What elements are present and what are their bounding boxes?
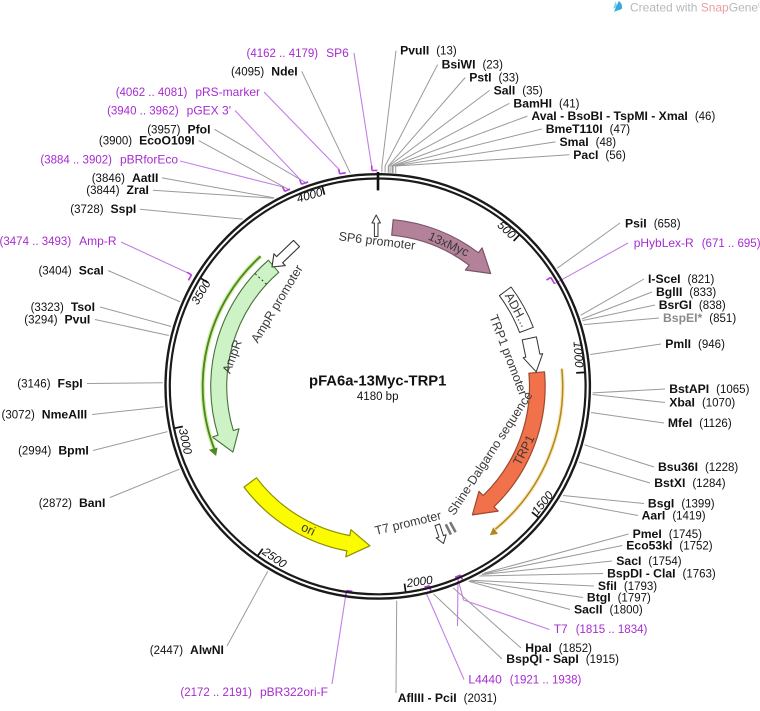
svg-text:AvaI - BsoBI - TspMI - XmaI(46: AvaI - BsoBI - TspMI - XmaI (46) [531, 109, 715, 123]
svg-text:SacI(1754): SacI (1754) [616, 554, 681, 568]
svg-text:(3940 .. 3962)pGEX 3': (3940 .. 3962) pGEX 3' [107, 104, 231, 118]
svg-text:BspQI - SapI(1915): BspQI - SapI (1915) [506, 652, 619, 666]
svg-text:T7(1815 .. 1834): T7 (1815 .. 1834) [554, 622, 648, 636]
svg-text:BspDI - ClaI(1763): BspDI - ClaI (1763) [607, 567, 716, 581]
svg-text:HpaI(1852): HpaI (1852) [525, 641, 592, 655]
svg-text:(3294)PvuI: (3294) PvuI [24, 313, 90, 327]
svg-text:PsiI(658): PsiI (658) [625, 217, 681, 231]
svg-text:AflIII - PciI(2031): AflIII - PciI (2031) [398, 691, 497, 705]
svg-text:(3884 .. 3902)pBRforEco: (3884 .. 3902) pBRforEco [40, 153, 178, 167]
svg-text:4180 bp: 4180 bp [357, 391, 399, 403]
svg-text:BsiWI(23): BsiWI (23) [442, 58, 503, 72]
svg-text:(3146)FspI: (3146) FspI [17, 377, 82, 391]
svg-text:BspEI*(851): BspEI* (851) [663, 311, 736, 325]
svg-text:(3844)ZraI: (3844) ZraI [86, 183, 149, 197]
svg-text:(3072)NmeAIII: (3072) NmeAIII [2, 408, 88, 422]
svg-text:XbaI(1070): XbaI (1070) [669, 396, 735, 410]
svg-text:AarI(1419): AarI (1419) [642, 509, 706, 523]
svg-text:PvuII(13): PvuII (13) [400, 44, 457, 58]
svg-text:(3404)ScaI: (3404) ScaI [38, 264, 103, 278]
svg-text:(3957)PfoI: (3957) PfoI [147, 122, 210, 136]
svg-text:BamHI(41): BamHI (41) [513, 96, 579, 110]
svg-text:SmaI(48): SmaI (48) [560, 135, 617, 149]
svg-text:3000: 3000 [176, 427, 195, 456]
svg-text:(3323)TsoI: (3323) TsoI [31, 300, 95, 314]
svg-text:BtgI(1797): BtgI (1797) [587, 591, 651, 605]
svg-text:(4162 .. 4179)SP6: (4162 .. 4179) SP6 [247, 46, 350, 60]
svg-text:Eco53kI(1752): Eco53kI (1752) [626, 539, 712, 553]
svg-text:BsgI(1399): BsgI (1399) [648, 497, 715, 511]
svg-text:SfiI(1793): SfiI (1793) [598, 579, 657, 593]
svg-text:ori: ori [299, 520, 318, 539]
svg-text:BmeT110I(47): BmeT110I (47) [546, 122, 631, 136]
svg-text:(3900)EcoO109I: (3900) EcoO109I [99, 134, 195, 148]
svg-text:1000: 1000 [570, 341, 586, 369]
svg-text:2000: 2000 [405, 573, 434, 591]
svg-text:L4440(1921 .. 1938): L4440 (1921 .. 1938) [468, 672, 581, 686]
svg-text:MfeI(1126): MfeI (1126) [668, 416, 732, 430]
svg-text:(3474 .. 3493)Amp-R: (3474 .. 3493) Amp-R [0, 234, 117, 248]
svg-text:Created with SnapGene®: Created with SnapGene® [630, 1, 760, 15]
svg-text:pFA6a-13Myc-TRP1: pFA6a-13Myc-TRP1 [309, 374, 446, 390]
svg-text:(3728)SspI: (3728) SspI [70, 202, 136, 216]
